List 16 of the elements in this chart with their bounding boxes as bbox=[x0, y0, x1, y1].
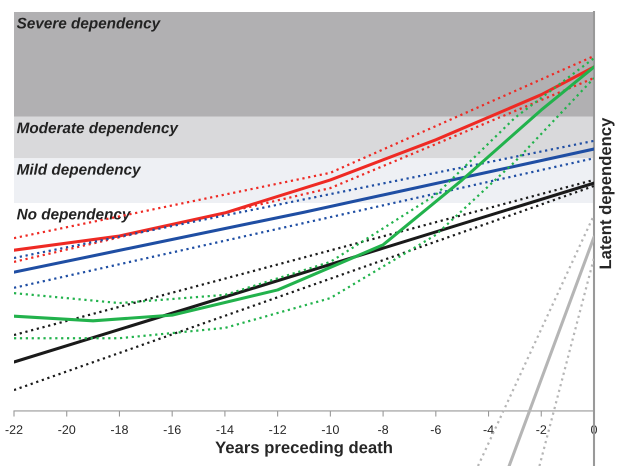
band-label: Moderate dependency bbox=[16, 122, 179, 136]
x-tick-label: -22 bbox=[6, 425, 22, 434]
x-tick-label: -16 bbox=[164, 425, 181, 434]
x-tick-label: -6 bbox=[430, 425, 441, 434]
x-tick-label: -12 bbox=[269, 425, 286, 434]
x-tick-label: -4 bbox=[484, 425, 494, 434]
x-tick-label: -18 bbox=[110, 425, 128, 434]
y-axis-title: Latent dependency bbox=[598, 118, 615, 268]
x-axis-title: Years preceding death bbox=[215, 441, 392, 457]
x-tick-label: -8 bbox=[378, 425, 388, 434]
x-tick-label: -2 bbox=[536, 425, 546, 434]
x-tick-label: -14 bbox=[216, 425, 234, 434]
band-label: Severe dependency bbox=[16, 17, 161, 32]
band-label: Mild dependency bbox=[16, 164, 142, 178]
x-tick-label: -10 bbox=[322, 425, 339, 434]
x-tick-label: -20 bbox=[58, 425, 76, 434]
